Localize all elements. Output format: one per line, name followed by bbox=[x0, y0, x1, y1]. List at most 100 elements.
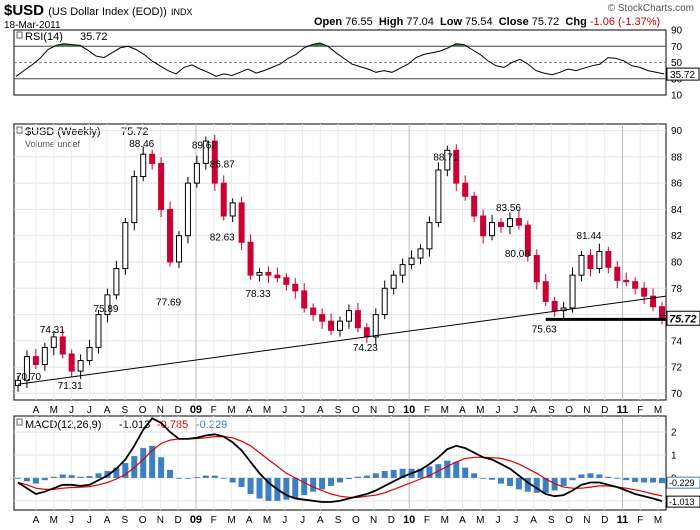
macd-hist-last-value: -0.229 bbox=[669, 478, 695, 488]
trendline bbox=[17, 295, 667, 385]
macd-hist-last-box bbox=[666, 476, 700, 489]
price-tick-label: 80 bbox=[671, 258, 683, 269]
x-axis-month-label: S bbox=[122, 515, 129, 526]
x-axis-month-label: A bbox=[104, 405, 111, 416]
rsi-tick-label: 10 bbox=[671, 91, 683, 102]
candle-body bbox=[247, 241, 254, 276]
macd-histogram-bar bbox=[41, 477, 48, 481]
x-axis-month-label: A bbox=[459, 515, 466, 526]
price-value: 75.72 bbox=[121, 126, 149, 138]
candle-body bbox=[399, 264, 406, 276]
macd-histogram-bar bbox=[337, 477, 343, 483]
x-axis-month-label: D bbox=[175, 405, 182, 416]
macd-histogram-bar bbox=[462, 467, 469, 478]
macd-histogram-bar bbox=[542, 477, 549, 493]
candle-body bbox=[131, 176, 138, 224]
macd-histogram-bar bbox=[578, 474, 585, 478]
x-axis-month-label: J bbox=[282, 515, 287, 526]
price-annotation: 80.08 bbox=[505, 249, 530, 260]
macd-histogram-bar bbox=[59, 474, 66, 478]
macd-signal-line bbox=[17, 436, 663, 498]
candle-body bbox=[372, 314, 379, 338]
x-axis-month-label: J bbox=[496, 515, 501, 526]
open-label: Open bbox=[314, 16, 343, 28]
macd-histogram-bar bbox=[211, 475, 218, 478]
x-axis-month-label: A bbox=[246, 515, 253, 526]
macd-histogram-bar bbox=[444, 460, 451, 478]
macd-histogram-bar bbox=[506, 477, 513, 486]
candle-body bbox=[167, 208, 174, 263]
macd-histogram-bar bbox=[167, 469, 174, 478]
price-tick-label: 90 bbox=[671, 126, 683, 137]
macd-histogram-bar bbox=[301, 477, 308, 496]
x-axis-month-label: O bbox=[565, 515, 573, 526]
price-annotation: 89.62 bbox=[192, 141, 217, 152]
x-axis-month-label: 11 bbox=[617, 404, 629, 416]
high-label: High bbox=[378, 16, 404, 28]
macd-histogram-bar bbox=[86, 476, 93, 478]
x-axis-month-label: A bbox=[530, 515, 537, 526]
price-annotation: 74.23 bbox=[353, 343, 378, 354]
candle-body bbox=[408, 257, 415, 266]
candle-body bbox=[23, 356, 30, 381]
rsi-tick-label: 70 bbox=[671, 42, 683, 53]
candle-body bbox=[319, 314, 326, 322]
candle-body bbox=[77, 360, 84, 372]
price-last-value: 75.72 bbox=[669, 313, 697, 325]
x-axis-month-label: M bbox=[263, 405, 271, 416]
x-axis-month-label: F bbox=[424, 405, 430, 416]
x-axis-month-label: F bbox=[211, 515, 217, 526]
close-label: Close bbox=[498, 16, 529, 28]
macd-histogram-bar bbox=[15, 477, 21, 479]
x-axis-month-label: F bbox=[211, 405, 217, 416]
x-axis-month-label: M bbox=[441, 515, 449, 526]
x-axis-month-label: F bbox=[637, 515, 643, 526]
rsi-tick-label: 90 bbox=[671, 26, 683, 37]
candle-body bbox=[184, 182, 191, 237]
macd-histogram-bar bbox=[77, 476, 84, 478]
x-axis-month-label: D bbox=[388, 515, 395, 526]
candle-body bbox=[605, 250, 612, 268]
macd-histogram-bar bbox=[399, 468, 406, 478]
x-axis-month-label: O bbox=[139, 405, 147, 416]
macd-tick-label: 1 bbox=[671, 450, 677, 461]
candle-body bbox=[193, 162, 200, 184]
x-axis-month-label: S bbox=[548, 405, 555, 416]
macd-histogram-bar bbox=[256, 477, 263, 499]
chg-value: -1.06 (-1.37%) bbox=[589, 16, 661, 28]
macd-histogram-bar bbox=[292, 477, 299, 499]
candle-body bbox=[68, 353, 75, 372]
candle-body bbox=[462, 182, 469, 197]
macd-histogram-bar bbox=[310, 477, 317, 492]
x-axis-month-label: J bbox=[496, 405, 501, 416]
rsi-tick-label: 50 bbox=[671, 58, 683, 69]
x-axis-month-label: M bbox=[476, 405, 484, 416]
volume-label: Volume undef bbox=[25, 139, 81, 149]
macd-histogram-bar bbox=[560, 477, 567, 486]
x-axis-month-label: F bbox=[637, 405, 643, 416]
x-axis-month-label: J bbox=[513, 515, 518, 526]
x-axis-month-label: A bbox=[459, 405, 466, 416]
candle-body bbox=[265, 272, 272, 276]
rsi-value: 35.72 bbox=[80, 31, 108, 43]
x-axis-month-label: F bbox=[424, 515, 430, 526]
x-axis-month-label: J bbox=[69, 515, 74, 526]
x-axis-month-label: M bbox=[476, 515, 484, 526]
x-axis-month-label: J bbox=[300, 515, 305, 526]
candle-body bbox=[426, 222, 433, 250]
macd-last-box bbox=[666, 495, 700, 508]
x-axis-month-label: 11 bbox=[617, 514, 629, 526]
price-tick-label: 72 bbox=[671, 363, 683, 374]
candle-body bbox=[149, 153, 156, 164]
price-tick-label: 70 bbox=[671, 389, 683, 400]
candle-body bbox=[524, 224, 531, 256]
candle-body bbox=[596, 250, 603, 270]
candle-body bbox=[363, 327, 370, 338]
price-annotation: 88.46 bbox=[129, 139, 154, 150]
price-tick-label: 86 bbox=[671, 179, 683, 190]
candle-body bbox=[229, 202, 236, 217]
macd-histogram-bar bbox=[149, 445, 156, 478]
watermark: © StockCharts.com bbox=[607, 3, 694, 14]
candle-body bbox=[274, 274, 281, 279]
candle-body bbox=[220, 182, 227, 217]
